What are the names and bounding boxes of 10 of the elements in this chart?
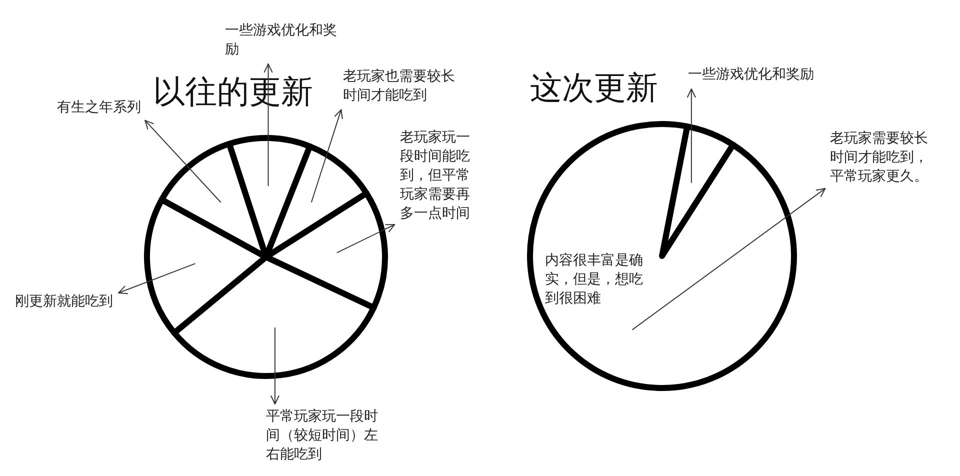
slice-label: 平常玩家玩一段时间（较短时间）左右能吃到 — [266, 408, 378, 463]
slice-label: 有生之年系列 — [57, 100, 141, 116]
slice-label: 一些游戏优化和奖励 — [688, 66, 814, 83]
slice-label: 老玩家玩一段时间能吃到，但平常玩家需要再多一点时间 — [400, 130, 470, 222]
text: 内容很丰富是确实，但是，想吃到很困难 — [545, 252, 643, 307]
slice-label: 老玩家需要较长时间才能吃到，平常玩家更久。 — [830, 130, 928, 185]
slice-label: 老玩家也需要较长时间才能吃到 — [343, 68, 455, 104]
slice-label: 刚更新就能吃到 — [15, 294, 113, 310]
chart-title: 这次更新 — [530, 68, 658, 106]
slice-label: 一些游戏优化和奖励 — [225, 22, 337, 58]
